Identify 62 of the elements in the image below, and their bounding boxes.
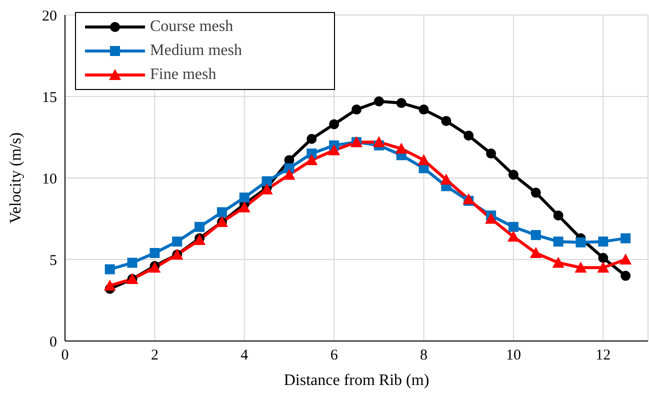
point: [553, 236, 564, 247]
point: [395, 142, 408, 154]
legend-label: Fine mesh: [150, 66, 216, 84]
point: [508, 170, 518, 180]
point: [238, 201, 250, 212]
point: [462, 193, 475, 204]
x-tick-label: 10: [506, 348, 521, 364]
y-tick-label: 15: [42, 90, 57, 106]
point: [372, 136, 385, 148]
x-tick-label: 0: [61, 348, 69, 364]
point: [552, 256, 564, 268]
y-axis-title: Velocity (m/s): [8, 132, 25, 224]
legend-label: Medium mesh: [150, 42, 242, 60]
point: [620, 270, 631, 281]
point: [597, 262, 610, 273]
y-tick-label: 20: [42, 8, 57, 24]
point: [262, 176, 272, 186]
point: [508, 222, 518, 232]
point: [441, 116, 452, 126]
point: [127, 258, 138, 268]
point: [374, 96, 384, 106]
point: [150, 248, 160, 258]
point: [216, 207, 227, 218]
point: [507, 230, 520, 242]
point: [574, 262, 587, 273]
y-tick-label: 10: [42, 171, 57, 188]
point: [530, 230, 541, 240]
x-tick-label: 8: [420, 348, 428, 364]
point: [329, 119, 340, 130]
x-tick-label: 2: [150, 348, 158, 364]
point: [328, 144, 340, 156]
point: [464, 130, 474, 141]
point: [352, 104, 362, 115]
x-tick-label: 12: [596, 348, 611, 364]
point: [104, 264, 115, 274]
point: [620, 233, 631, 244]
point: [440, 174, 452, 185]
y-tick-label: 0: [50, 334, 57, 350]
point: [598, 252, 608, 263]
point: [396, 98, 406, 108]
point: [284, 163, 294, 174]
point: [530, 246, 542, 258]
point: [486, 148, 496, 159]
point: [104, 280, 116, 291]
x-tick-label: 6: [330, 348, 338, 364]
point: [620, 254, 632, 264]
point: [553, 210, 564, 220]
point: [530, 188, 541, 198]
point: [576, 237, 586, 248]
point: [306, 154, 318, 166]
legend-label: Course mesh: [150, 18, 234, 36]
point: [418, 104, 429, 115]
point: [172, 236, 182, 247]
x-axis-title: Distance from Rib (m): [284, 372, 430, 389]
point: [239, 192, 250, 203]
x-tick-label: 4: [240, 348, 249, 364]
point: [306, 134, 317, 144]
y-tick-label: 5: [50, 252, 57, 269]
point: [194, 222, 205, 232]
point: [598, 236, 608, 247]
point: [418, 154, 430, 166]
point: [283, 168, 296, 180]
